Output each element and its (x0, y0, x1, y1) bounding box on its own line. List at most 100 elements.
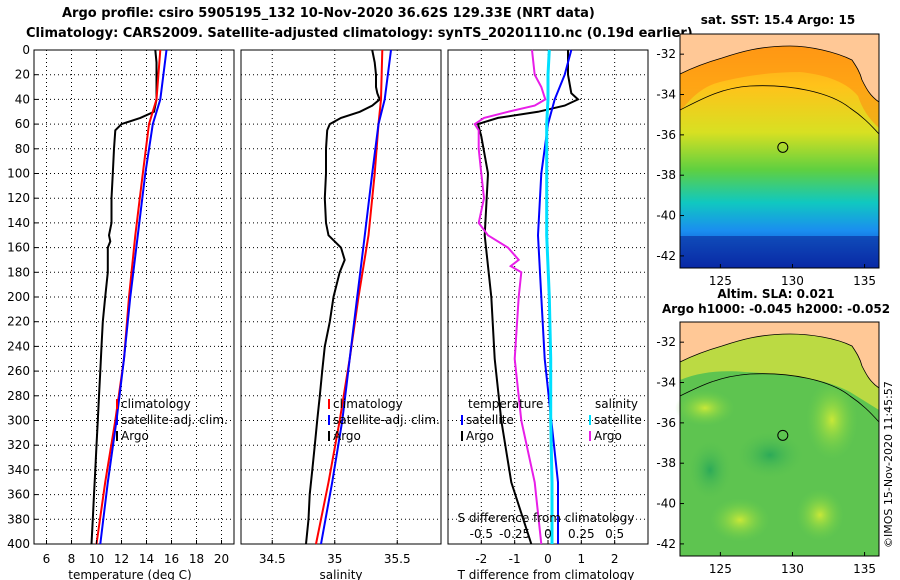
difference-salinity-legend-label: Argo (594, 429, 622, 443)
t-difference-tick-label: -1 (509, 552, 521, 566)
depth-tick-label: 60 (15, 117, 30, 131)
t-difference-tick-label: 2 (611, 552, 619, 566)
temperature-panel: 0 20 40 60 80 100 120 140 160 180 200 220 240 260 280 3… (7, 43, 235, 580)
depth-tick-label: 0 (22, 43, 30, 57)
sla-lat-tick-label: -38 (656, 456, 676, 470)
depth-tick-label: 180 (7, 265, 30, 279)
temperature-tick-label: 20 (214, 552, 229, 566)
series-line-s-argo (473, 49, 547, 545)
sst-land-mask (680, 34, 879, 102)
sst-lat-tick-label: -34 (656, 88, 676, 102)
difference-panel: -2 -1 0 1 2 -0.5 -0.25 0 0.25 0.5 temperature sat… (447, 49, 649, 580)
temperature-tick-label: 14 (139, 552, 154, 566)
sla-lon-tick-label: 135 (853, 562, 876, 576)
depth-tick-label: 240 (7, 339, 30, 353)
depth-tick-label: 360 (7, 488, 30, 502)
sst-lon-tick-label: 125 (709, 274, 732, 288)
sst-map-frame (679, 33, 880, 269)
series-line-t-satellite (536, 49, 573, 544)
depth-tick-label: 260 (7, 364, 30, 378)
sst-map: sat. SST: 15.4 Argo: 15 125 130 135 -32 -34 -… (656, 13, 880, 288)
depth-tick-label: 400 (7, 537, 30, 551)
depth-tick-label: 300 (7, 414, 30, 428)
difference-salinity-legend-label: satellite (594, 413, 642, 427)
series-line-satellite-adj-clim- (320, 49, 392, 545)
temperature-tick-label: 10 (89, 552, 104, 566)
salinity-legend-label: satellite-adj. clim. (333, 413, 440, 427)
sst-map-title: sat. SST: 15.4 Argo: 15 (701, 13, 855, 27)
sla-low-patch (688, 440, 732, 500)
sst-lat-tick-label: -38 (656, 168, 676, 182)
s-difference-tick-label: 0.5 (605, 527, 624, 541)
imos-timestamp: ©IMOS 15-Nov-2020 11:45:57 (882, 381, 895, 548)
t-difference-tick-label: 0 (544, 552, 552, 566)
t-difference-axis-label: T difference from climatology (457, 568, 635, 580)
t-difference-tick-label: -2 (475, 552, 487, 566)
sla-high-patch (796, 489, 844, 541)
salinity-tick-label: 35.5 (384, 552, 411, 566)
sla-map: Altim. SLA: 0.021 Argo h1000: -0.045 h20… (656, 287, 890, 576)
temperature-legend-title: temperature (468, 397, 543, 411)
depth-tick-label: 340 (7, 463, 30, 477)
title-line-1: Argo profile: csiro 5905195_132 10-Nov-2… (62, 6, 595, 21)
depth-tick-label: 100 (7, 167, 30, 181)
temperature-tick-label: 18 (189, 552, 204, 566)
temperature-tick-label: 16 (164, 552, 179, 566)
temperature-axis-label: temperature (deg C) (68, 568, 191, 580)
sla-high-patch (806, 380, 858, 460)
temperature-legend-label: satellite-adj. clim. (121, 413, 228, 427)
sla-map-title-line-2: Argo h1000: -0.045 h2000: -0.052 (662, 302, 890, 316)
salinity-panel: 34.5 35 35.5 climatology satellite-adj. cli… (240, 49, 442, 580)
sla-lon-tick-label: 125 (709, 562, 732, 576)
temperature-tick-label: 12 (114, 552, 129, 566)
depth-tick-label: 120 (7, 191, 30, 205)
sla-lat-tick-label: -40 (656, 497, 676, 511)
title-line-2: Climatology: CARS2009. Satellite-adjuste… (26, 26, 693, 41)
sst-coastline (679, 45, 880, 103)
series-line-s-satellite (545, 49, 554, 544)
salinity-tick-label: 35 (327, 552, 342, 566)
depth-tick-label: 40 (15, 92, 30, 106)
difference-temperature-legend-label: satellite (466, 413, 514, 427)
temperature-legend-label: Argo (121, 429, 149, 443)
sst-lat-tick-label: -40 (656, 209, 676, 223)
sla-map-title-line-1: Altim. SLA: 0.021 (717, 287, 834, 301)
temperature-legend-label: climatology (121, 397, 191, 411)
series-line-climatology (315, 49, 384, 545)
sst-lon-tick-label: 135 (853, 274, 876, 288)
sla-lat-tick-label: -36 (656, 416, 676, 430)
salinity-legend-label: climatology (333, 397, 403, 411)
depth-tick-label: 80 (15, 142, 30, 156)
sst-warm-patch (680, 34, 879, 128)
sla-lat-tick-label: -34 (656, 376, 676, 390)
series-line-climatology (95, 49, 162, 545)
sla-low-patch (736, 431, 804, 479)
sst-lat-tick-label: -42 (656, 249, 676, 263)
depth-tick-label: 220 (7, 315, 30, 329)
sla-depth-contour (679, 373, 880, 423)
sst-argo-float-marker (777, 141, 789, 153)
series-line-argo (305, 49, 381, 545)
series-line-satellite-adj-clim- (99, 49, 168, 545)
difference-temperature-legend-label: Argo (466, 429, 494, 443)
s-difference-tick-label: -0.5 (470, 527, 493, 541)
sla-coastline (679, 333, 880, 389)
depth-tick-label: 380 (7, 512, 30, 526)
temperature-tick-label: 6 (43, 552, 51, 566)
sla-land-mask (680, 322, 879, 388)
t-difference-tick-label: 1 (578, 552, 586, 566)
sla-lat-tick-label: -32 (656, 335, 676, 349)
s-difference-tick-label: -0.25 (499, 527, 530, 541)
sla-lon-tick-label: 130 (781, 562, 804, 576)
s-difference-tick-label: 0.25 (568, 527, 595, 541)
sst-lat-tick-label: -32 (656, 47, 676, 61)
sst-depth-contour (679, 85, 880, 135)
salinity-axis-label: salinity (319, 568, 362, 580)
salinity-legend-title: salinity (595, 397, 638, 411)
sla-high-patch (710, 498, 770, 542)
depth-tick-label: 140 (7, 216, 30, 230)
temperature-tick-label: 8 (68, 552, 76, 566)
sst-lon-tick-label: 130 (781, 274, 804, 288)
sla-argo-float-marker (777, 429, 789, 441)
depth-tick-label: 160 (7, 241, 30, 255)
